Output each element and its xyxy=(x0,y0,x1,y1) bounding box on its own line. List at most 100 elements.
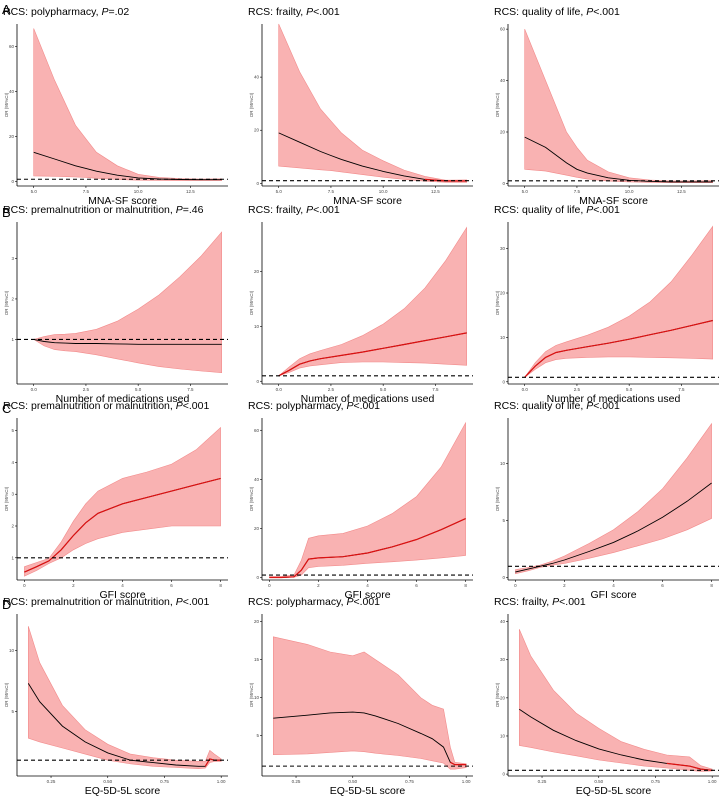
y-tick-label: 20 xyxy=(500,130,506,135)
y-tick-label: 3 xyxy=(11,256,14,261)
x-tick-label: 0.75 xyxy=(651,779,660,784)
or-curve-highlight xyxy=(666,762,713,771)
x-tick-label: 5.0 xyxy=(522,189,529,194)
x-axis-label: EQ-5D-5L score xyxy=(85,785,161,797)
ci-band xyxy=(24,426,221,577)
x-tick-label: 2.5 xyxy=(328,387,335,392)
x-tick-label: 7.5 xyxy=(187,387,194,392)
x-axis-label: EQ-5D-5L score xyxy=(330,785,406,797)
ci-band xyxy=(269,421,466,578)
ci-band xyxy=(524,225,713,378)
x-tick-label: 2.5 xyxy=(83,387,90,392)
y-tick-label: 20 xyxy=(500,291,506,296)
y-axis-label: OR (95%CI) xyxy=(495,682,500,707)
ci-band xyxy=(519,629,713,772)
x-tick-label: 0.0 xyxy=(522,387,529,392)
panel-title: RCS: quality of life, P<.001 xyxy=(494,204,620,216)
x-tick-label: 0.50 xyxy=(103,779,112,784)
y-tick-label: 20 xyxy=(500,695,506,700)
panel-title-p: P xyxy=(176,204,183,216)
x-tick-label: 10.0 xyxy=(625,189,634,194)
y-tick-label: 5 xyxy=(256,733,259,738)
panel-title-text: RCS: quality of life, xyxy=(494,400,586,412)
panel-title-pvalue: <.001 xyxy=(593,204,620,216)
panel-title-pvalue: <.001 xyxy=(313,204,340,216)
x-tick-label: 0.25 xyxy=(538,779,547,784)
panel-title-pvalue: <.001 xyxy=(353,400,380,412)
y-tick-label: 10 xyxy=(500,461,506,466)
panel-1-2: RCS: frailty, P<.001 5.0 7.5 10.0 12.5 0 20 40 O… xyxy=(248,6,473,207)
panel-title-pvalue: =.46 xyxy=(183,204,204,216)
panel-title: RCS: polypharmacy, P<.001 xyxy=(248,400,380,412)
y-tick-label: 1 xyxy=(11,555,14,560)
x-tick-label: 10.0 xyxy=(379,189,388,194)
panel-title-pvalue: =.02 xyxy=(108,6,129,18)
x-tick-label: 0.0 xyxy=(31,387,38,392)
x-tick-label: 2.5 xyxy=(574,387,581,392)
y-tick-label: 60 xyxy=(9,44,15,49)
y-axis-label: OR (95%CI) xyxy=(495,290,500,315)
y-axis-label: OR (95%CI) xyxy=(495,92,500,117)
x-tick-label: 0.50 xyxy=(594,779,603,784)
y-tick-label: 20 xyxy=(254,526,260,531)
or-curve-highlight xyxy=(524,319,713,378)
y-tick-label: 60 xyxy=(254,428,260,433)
panel-title-p: P xyxy=(586,400,593,412)
x-tick-label: 5.0 xyxy=(380,387,387,392)
panel-title: RCS: frailty, P<.001 xyxy=(248,204,340,216)
ci-band xyxy=(33,28,222,181)
x-tick-label: 0 xyxy=(514,583,517,588)
panel-title-text: RCS: premalnutrition or malnutrition, xyxy=(3,204,176,216)
x-axis-label: MNA-SF score xyxy=(333,195,402,207)
x-tick-label: 1.00 xyxy=(217,779,226,784)
panel-title-pvalue: <.001 xyxy=(559,596,586,608)
x-tick-label: 7.5 xyxy=(574,189,581,194)
x-axis-label: MNA-SF score xyxy=(88,195,157,207)
y-tick-label: 0 xyxy=(502,772,505,777)
or-curve-highlight xyxy=(450,761,467,766)
x-tick-label: 0.75 xyxy=(160,779,169,784)
panel-title-p: P xyxy=(552,596,559,608)
x-tick-label: 1.00 xyxy=(462,779,471,784)
panel-title-p: P xyxy=(586,6,593,18)
y-tick-label: 0 xyxy=(502,379,505,384)
panel-title: RCS: quality of life, P<.001 xyxy=(494,400,620,412)
y-tick-label: 0 xyxy=(256,379,259,384)
x-tick-label: 7.5 xyxy=(432,387,439,392)
panel-title-text: RCS: polypharmacy, xyxy=(3,6,101,18)
or-curve-highlight xyxy=(278,332,467,377)
panel-title: RCS: frailty, P<.001 xyxy=(494,596,586,608)
y-tick-label: 40 xyxy=(500,619,506,624)
or-curve xyxy=(515,482,712,573)
x-tick-label: 12.5 xyxy=(431,189,440,194)
panel-title-pvalue: <.001 xyxy=(353,596,380,608)
panel-title-text: RCS: frailty, xyxy=(494,596,552,608)
x-tick-label: 6 xyxy=(415,583,418,588)
y-tick-label: 10 xyxy=(500,733,506,738)
y-tick-label: 4 xyxy=(11,460,14,465)
x-tick-label: 7.5 xyxy=(678,387,685,392)
y-axis-label: OR (95%CI) xyxy=(249,92,254,117)
x-tick-label: 2 xyxy=(563,583,566,588)
x-tick-label: 6 xyxy=(661,583,664,588)
x-tick-label: 0.75 xyxy=(405,779,414,784)
x-axis-label: Number of medications used xyxy=(301,393,435,405)
x-axis-label: GFI score xyxy=(99,589,145,601)
or-curve-highlight xyxy=(204,758,222,767)
panel-3-2: RCS: polypharmacy, P<.001 0 2 4 6 8 0 20 40 60 OR … xyxy=(248,400,473,601)
panel-title-p: P xyxy=(306,204,313,216)
panel-title-p: P xyxy=(586,204,593,216)
y-tick-label: 10 xyxy=(254,324,260,329)
x-tick-label: 12.5 xyxy=(186,189,195,194)
x-axis-label: Number of medications used xyxy=(547,393,681,405)
panel-title-pvalue: <.001 xyxy=(593,400,620,412)
or-curve xyxy=(524,136,713,183)
row-letter-c: C xyxy=(2,401,11,416)
y-tick-label: 40 xyxy=(9,89,15,94)
panel-title-text: RCS: polypharmacy, xyxy=(248,400,346,412)
x-tick-label: 5.0 xyxy=(31,189,38,194)
y-tick-label: 10 xyxy=(9,648,15,653)
ci-band xyxy=(278,226,467,377)
x-tick-label: 6 xyxy=(170,583,173,588)
